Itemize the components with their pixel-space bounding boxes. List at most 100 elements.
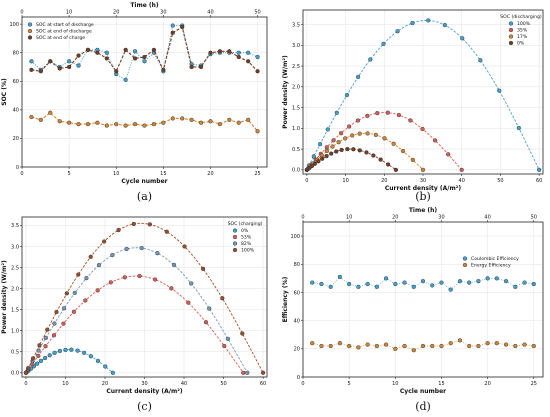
legend-label: 17% — [517, 34, 528, 40]
x-tick-label: 50 — [220, 381, 226, 387]
fit-curve — [25, 247, 248, 374]
x2-tick-label: 10 — [66, 10, 72, 16]
y-tick-label: 80 — [13, 51, 19, 57]
data-point — [169, 286, 174, 291]
data-point — [368, 57, 373, 62]
data-point — [408, 118, 413, 123]
data-point — [122, 275, 127, 280]
data-point — [170, 116, 175, 121]
series-3 — [23, 221, 266, 375]
data-point — [343, 136, 348, 141]
data-point — [485, 341, 490, 346]
x-axis-label: Current density (A/m²) — [385, 185, 461, 192]
data-point — [319, 343, 324, 349]
data-point — [124, 246, 129, 252]
series-2 — [29, 24, 260, 74]
data-point — [395, 29, 400, 34]
data-point — [104, 56, 109, 61]
data-point — [161, 67, 166, 72]
data-point — [439, 343, 444, 349]
y-tick-label: 0.0 — [11, 371, 19, 377]
legend-entry: 35% — [508, 27, 528, 34]
legend-swatch-marker — [508, 27, 514, 33]
data-point — [76, 53, 81, 58]
data-point — [330, 144, 335, 149]
data-point — [420, 279, 426, 284]
data-point — [255, 54, 260, 60]
data-point — [200, 266, 206, 271]
data-point — [29, 67, 34, 72]
series-1 — [310, 338, 536, 353]
data-point — [155, 251, 160, 256]
data-point — [351, 147, 356, 152]
data-point — [467, 343, 472, 349]
legend-label: 100% — [517, 21, 531, 27]
y-tick-label: 40 — [294, 318, 300, 324]
data-point — [365, 113, 370, 119]
data-point — [217, 49, 223, 54]
x2-tick-label: 50 — [531, 215, 537, 221]
data-point — [147, 222, 153, 227]
data-point — [446, 152, 451, 157]
data-point — [95, 288, 100, 293]
plot-frame — [21, 16, 268, 168]
legend-entry: Coulombic Efficiency — [462, 256, 519, 262]
legend-entry: SOC at start of discharge — [27, 22, 94, 28]
data-point — [171, 262, 177, 268]
data-point — [137, 273, 142, 279]
data-point — [104, 123, 109, 128]
data-point — [85, 122, 91, 127]
x-tick-label: 25 — [254, 171, 260, 177]
data-point — [57, 348, 63, 354]
x-tick-label: 10 — [392, 381, 398, 387]
data-point — [430, 283, 435, 288]
y-tick-label: 40 — [13, 108, 19, 114]
data-point — [375, 111, 380, 116]
y-tick-label: 20 — [294, 347, 300, 353]
legend-entry: 17% — [508, 34, 528, 40]
panel-caption: (d) — [415, 400, 431, 413]
data-point — [104, 50, 109, 55]
data-point — [478, 58, 483, 63]
fit-curve — [306, 19, 540, 171]
data-point — [220, 296, 225, 301]
data-point — [246, 59, 251, 64]
legend-entry: SOC at end of discharge — [27, 29, 92, 35]
data-point — [245, 370, 250, 375]
data-point — [328, 343, 333, 349]
fit-curve — [25, 275, 244, 374]
data-point — [381, 41, 386, 46]
data-point — [356, 284, 361, 289]
data-point — [516, 125, 521, 131]
y-tick-label: 2.5 — [292, 64, 300, 70]
y-tick-label: 0.0 — [292, 168, 300, 174]
data-point — [344, 92, 350, 98]
data-point — [350, 133, 355, 138]
data-point — [365, 342, 370, 347]
data-point — [208, 50, 213, 55]
data-point — [503, 342, 509, 347]
data-point — [494, 341, 499, 346]
data-point — [309, 163, 315, 169]
y-tick-label: 80 — [294, 262, 300, 268]
data-point — [448, 287, 453, 292]
legend-title: SOC (discharging) — [500, 14, 542, 20]
data-point — [467, 280, 472, 285]
data-point — [151, 122, 157, 127]
data-point — [48, 110, 53, 115]
data-point — [57, 66, 62, 71]
data-point — [170, 30, 175, 35]
y-tick-label: 0 — [16, 165, 19, 171]
data-point — [345, 147, 350, 152]
data-point — [114, 69, 119, 74]
data-point — [30, 356, 36, 361]
y-tick-label: 60 — [294, 290, 300, 296]
y-tick-label: 3.0 — [11, 244, 19, 250]
y-tick-label: 100 — [9, 22, 19, 28]
legend-label: 53% — [241, 235, 252, 241]
series-3 — [304, 147, 399, 172]
legend-entry: 0% — [232, 228, 249, 234]
data-point — [66, 120, 72, 125]
data-point — [400, 148, 406, 154]
data-point — [236, 50, 241, 55]
